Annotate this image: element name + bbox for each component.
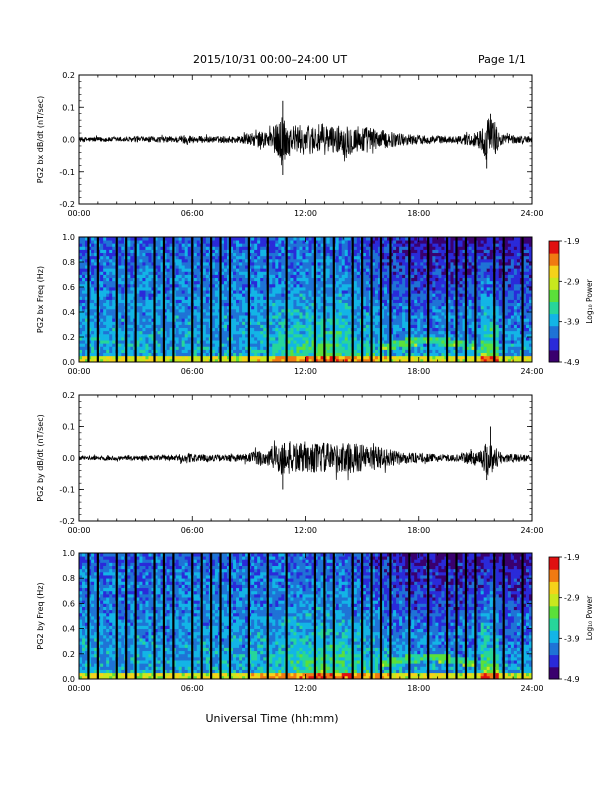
by-waveform-xtick-label: 06:00 — [181, 526, 204, 535]
by-spectrogram-colorbar-frame — [548, 556, 560, 680]
by-spectrogram-xtick-label: 00:00 — [67, 684, 90, 693]
bx-spectrogram-xtick-label: 12:00 — [294, 367, 317, 376]
by-waveform-xtick-label: 24:00 — [520, 526, 543, 535]
bx-spectrogram-colorbar-frame — [548, 240, 560, 363]
bx-waveform-xtick-label: 24:00 — [520, 209, 543, 218]
by-spectrogram-colorbar-tick-label: -2.9 — [564, 594, 580, 603]
by-spectrogram-ytick-label: 0.0 — [62, 675, 75, 684]
bx-spectrogram-ytick-label: 0.4 — [62, 308, 75, 317]
bx-spectrogram-colorbar-tick-label: -1.9 — [564, 237, 580, 246]
by-waveform-ytick-label: 0.2 — [62, 391, 75, 400]
by-spectrogram-ytick-label: 0.4 — [62, 625, 75, 634]
by-spectrogram-ytick-label: 0.2 — [62, 650, 75, 659]
header-date-range: 2015/10/31 00:00–24:00 UT — [193, 53, 348, 66]
bx-spectrogram: 0.0 0.2 0.4 0.6 0.8 1.0 00:00 06:00 12:00 18:00 24… — [36, 233, 544, 376]
bx-spectrogram-xtick-label: 00:00 — [67, 367, 90, 376]
by-waveform-ytick-label: 0.0 — [62, 454, 75, 463]
by-spectrogram-colorbar-tick-label: -1.9 — [564, 553, 580, 562]
bx-spectrogram-colorbar-tick-label: -4.9 — [564, 358, 580, 367]
by-waveform-xtick-label: 12:00 — [294, 526, 317, 535]
bx-waveform-ytick-label: -0.2 — [59, 200, 75, 209]
bx-spectrogram-xtick-label: 18:00 — [407, 367, 430, 376]
by-waveform-ytick-label: -0.1 — [59, 486, 75, 495]
bx-waveform: -0.2 -0.1 0.0 0.1 0.2 00:00 06:00 12:00 18:00 24:… — [36, 71, 544, 218]
bx-spectrogram-colorbar: -1.9 -2.9 -3.9 -4.9 Log₁₀ Power — [548, 237, 594, 367]
by-spectrogram: 0.0 0.2 0.4 0.6 0.8 1.0 00:00 06:00 12:00 18:00 24… — [36, 549, 544, 693]
bx-spectrogram-xtick-label: 24:00 — [520, 367, 543, 376]
by-spectrogram-xtick-label: 18:00 — [407, 684, 430, 693]
bx-spectrogram-ytick-label: 0.6 — [62, 283, 75, 292]
bx-spectrogram-ytick-label: 1.0 — [62, 233, 75, 242]
bx-spectrogram-ytick-label: 0.2 — [62, 333, 75, 342]
by-spectrogram-colorbar-label: Log₁₀ Power — [585, 595, 594, 640]
bx-waveform-xtick-label: 18:00 — [407, 209, 430, 218]
by-waveform-ylabel: PG2 by dB/dt (nT/sec) — [36, 414, 45, 501]
by-spectrogram-ytick-label: 0.8 — [62, 574, 75, 583]
header-page-number: Page 1/1 — [478, 53, 526, 66]
bx-waveform-trace — [78, 117, 533, 166]
by-spectrogram-xtick-label: 24:00 — [520, 684, 543, 693]
by-waveform-ytick-label: -0.2 — [59, 517, 75, 526]
by-waveform: -0.2 -0.1 0.0 0.1 0.2 00:00 06:00 12:00 18:00 24:… — [36, 391, 544, 535]
bx-spectrogram-ytick-label: 0.8 — [62, 258, 75, 267]
bx-waveform-xtick-label: 06:00 — [181, 209, 204, 218]
bx-waveform-xtick-label: 12:00 — [294, 209, 317, 218]
bx-spectrogram-xtick-label: 06:00 — [181, 367, 204, 376]
by-spectrogram-colorbar-tick-label: -4.9 — [564, 675, 580, 684]
by-spectrogram-colorbar: -1.9 -2.9 -3.9 -4.9 Log₁₀ Power — [548, 553, 594, 684]
bx-spectrogram-ytick-label: 0.0 — [62, 358, 75, 367]
by-spectrogram-colorbar-tick-label: -3.9 — [564, 634, 580, 643]
by-spectrogram-xtick-label: 06:00 — [181, 684, 204, 693]
by-waveform-ytick-label: 0.1 — [62, 423, 75, 432]
by-spectrogram-ylabel: PG2 by Freq (Hz) — [36, 582, 45, 649]
bx-spectrogram-colorbar-tick-label: -2.9 — [564, 277, 580, 286]
bx-waveform-ytick-label: -0.1 — [59, 168, 75, 177]
bx-waveform-ytick-label: 0.0 — [62, 136, 75, 145]
bx-waveform-ylabel: PG2 bx dB/dt (nT/sec) — [36, 96, 45, 183]
bx-spectrogram-colorbar-tick-label: -3.9 — [564, 318, 580, 327]
bx-waveform-ytick-label: 0.2 — [62, 71, 75, 80]
x-axis-title: Universal Time (hh:mm) — [206, 712, 339, 725]
by-waveform-trace — [78, 440, 533, 481]
bx-spectrogram-ylabel: PG2 bx Freq (Hz) — [36, 266, 45, 333]
bx-waveform-ytick-label: 0.1 — [62, 103, 75, 112]
bx-waveform-xtick-label: 00:00 — [67, 209, 90, 218]
bx-spectrogram-colorbar-label: Log₁₀ Power — [585, 278, 594, 323]
by-spectrogram-xtick-label: 12:00 — [294, 684, 317, 693]
by-spectrogram-ytick-label: 0.6 — [62, 599, 75, 608]
by-waveform-xtick-label: 00:00 — [67, 526, 90, 535]
by-spectrogram-ytick-label: 1.0 — [62, 549, 75, 558]
by-waveform-xtick-label: 18:00 — [407, 526, 430, 535]
